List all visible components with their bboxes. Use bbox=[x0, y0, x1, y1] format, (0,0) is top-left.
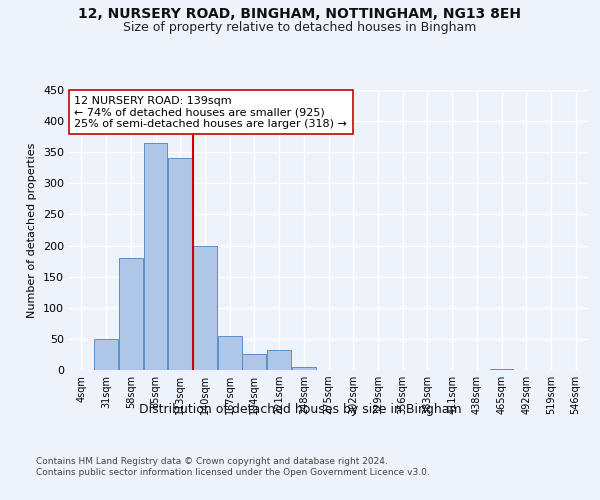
Bar bbox=[242, 354, 266, 370]
Bar bbox=[143, 143, 167, 370]
Bar bbox=[119, 258, 143, 370]
Bar bbox=[267, 350, 291, 370]
Text: Contains HM Land Registry data © Crown copyright and database right 2024.
Contai: Contains HM Land Registry data © Crown c… bbox=[36, 458, 430, 477]
Bar bbox=[292, 367, 316, 370]
Text: Size of property relative to detached houses in Bingham: Size of property relative to detached ho… bbox=[124, 21, 476, 34]
Bar bbox=[218, 336, 242, 370]
Bar bbox=[490, 369, 514, 370]
Bar bbox=[193, 246, 217, 370]
Text: Distribution of detached houses by size in Bingham: Distribution of detached houses by size … bbox=[139, 402, 461, 415]
Text: 12, NURSERY ROAD, BINGHAM, NOTTINGHAM, NG13 8EH: 12, NURSERY ROAD, BINGHAM, NOTTINGHAM, N… bbox=[79, 8, 521, 22]
Bar bbox=[94, 339, 118, 370]
Bar bbox=[168, 158, 192, 370]
Text: 12 NURSERY ROAD: 139sqm
← 74% of detached houses are smaller (925)
25% of semi-d: 12 NURSERY ROAD: 139sqm ← 74% of detache… bbox=[74, 96, 347, 129]
Y-axis label: Number of detached properties: Number of detached properties bbox=[28, 142, 37, 318]
